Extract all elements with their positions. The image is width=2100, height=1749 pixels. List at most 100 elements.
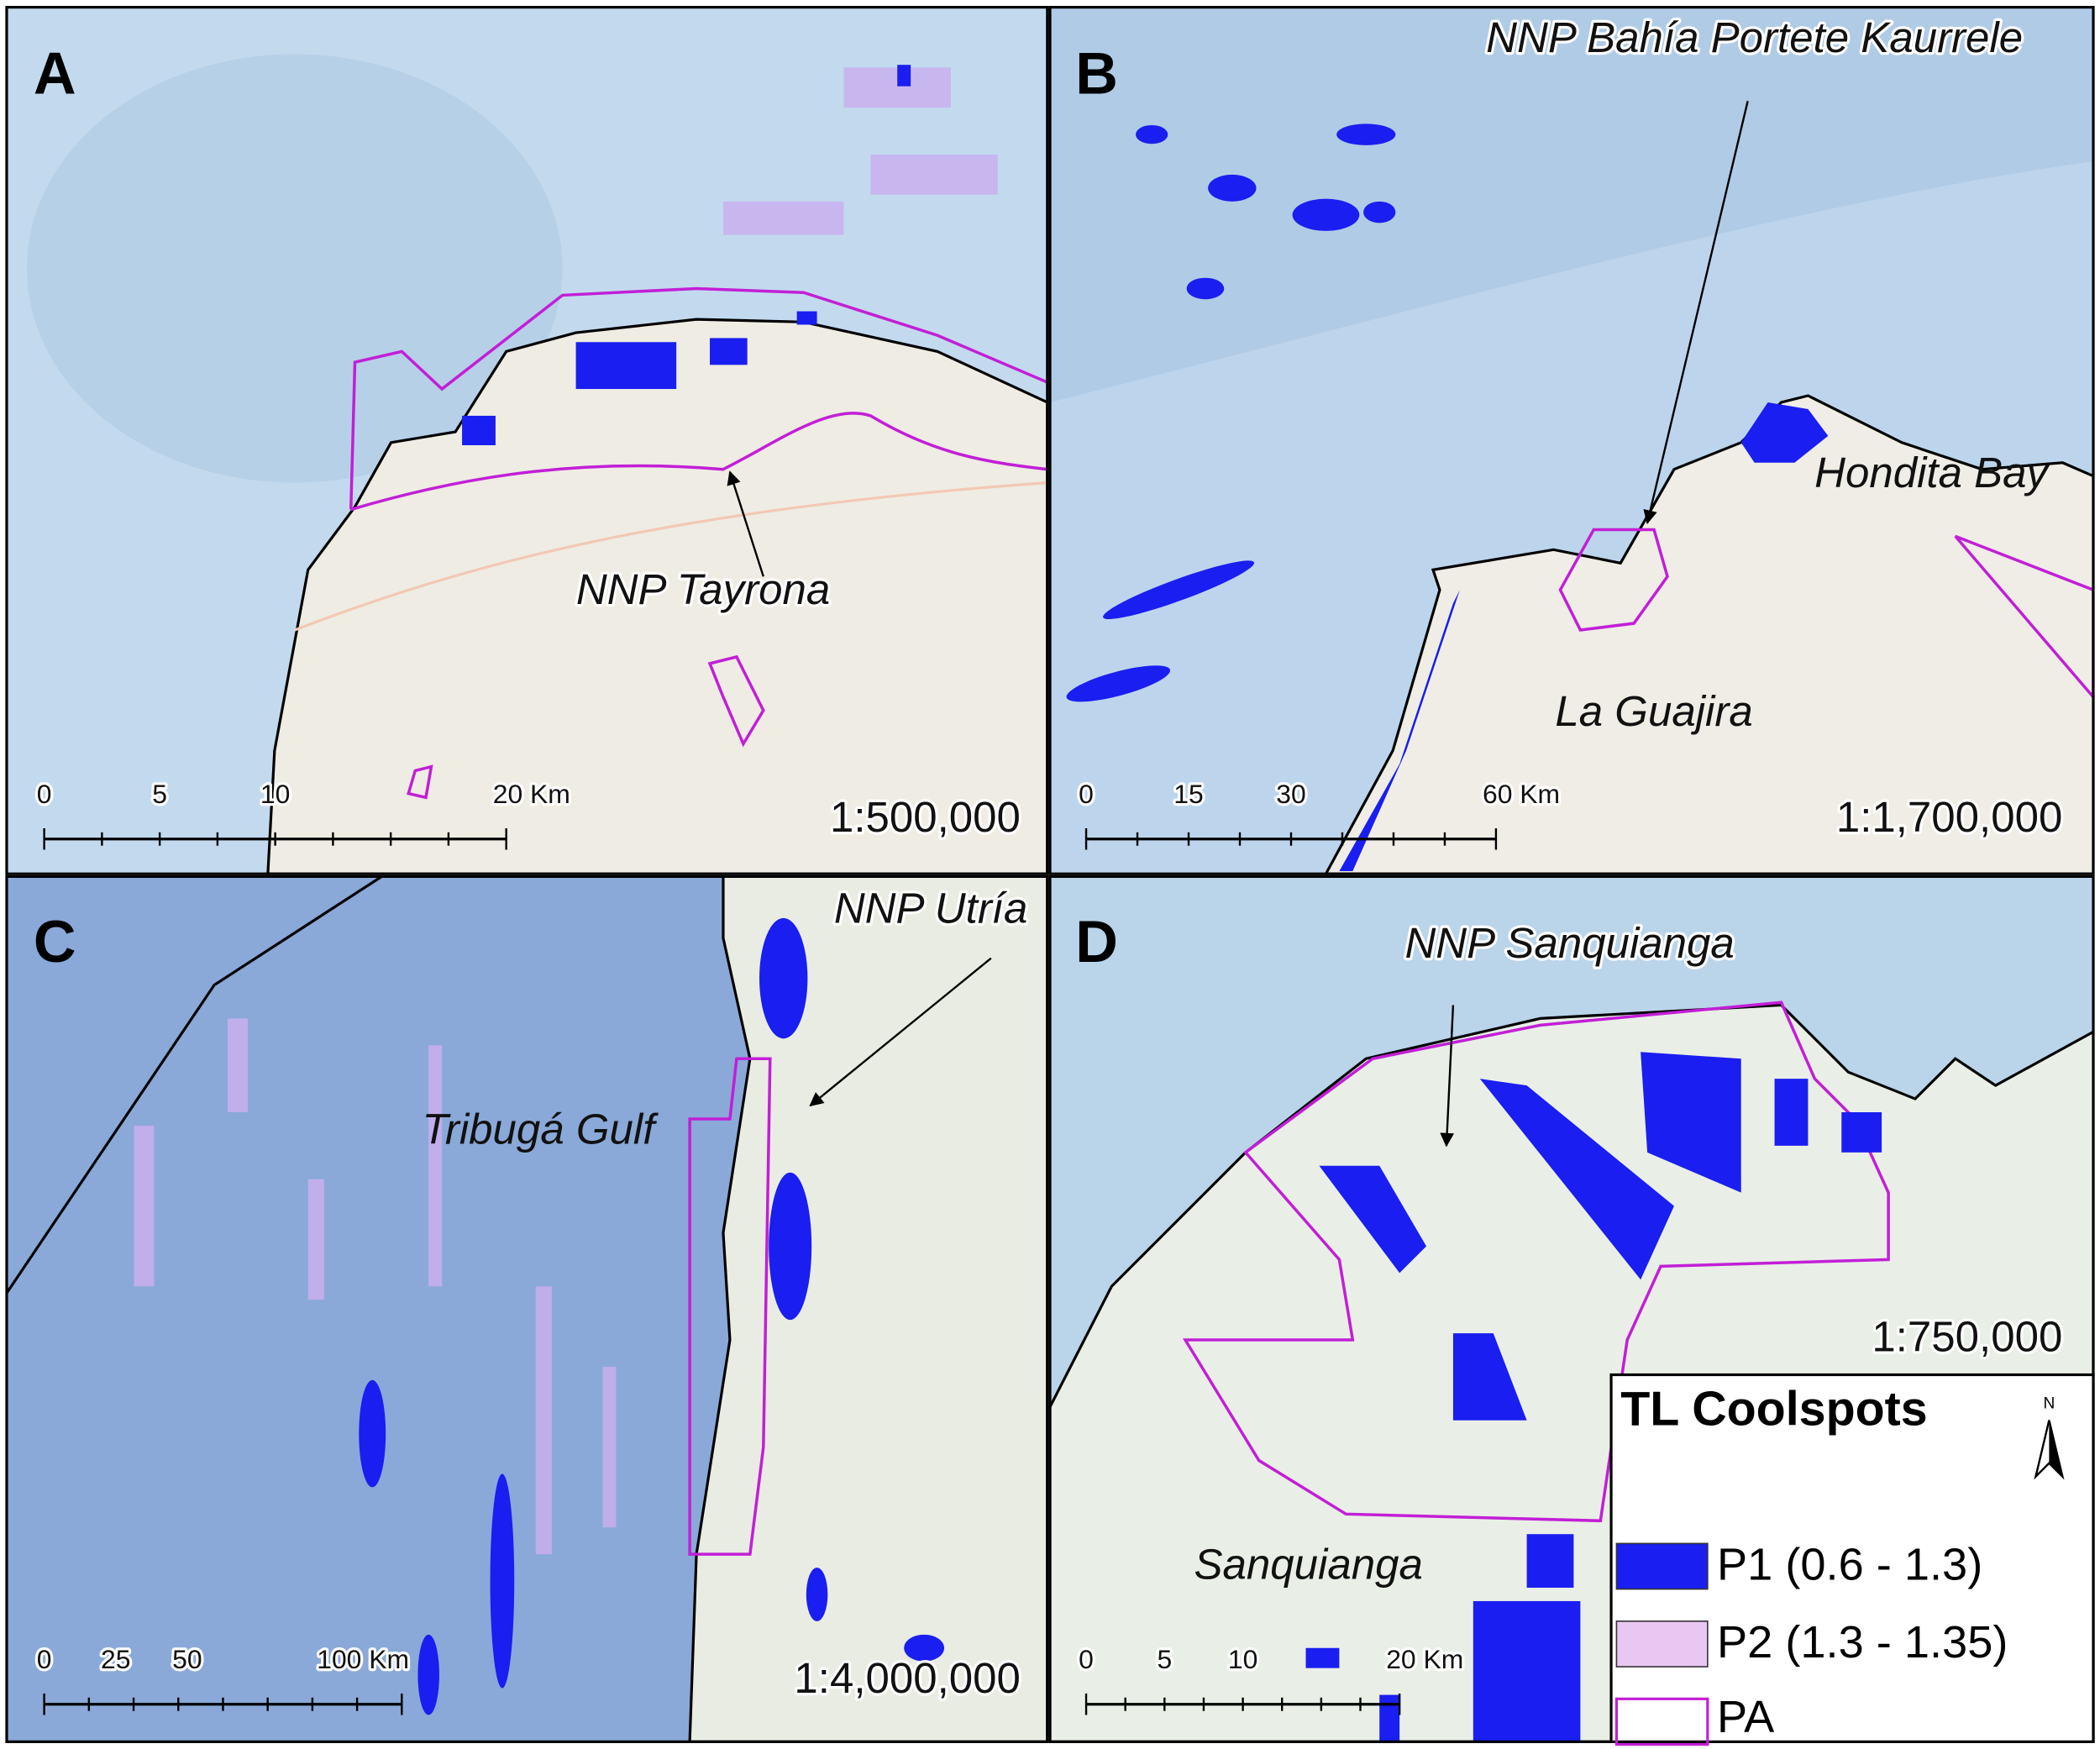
map-shape bbox=[1615, 1542, 1709, 1590]
place-label: Sanquianga bbox=[1194, 1541, 1423, 1589]
scale-bar-label: 15 bbox=[1173, 779, 1203, 809]
map-shape bbox=[134, 1018, 617, 1555]
map-shape bbox=[1186, 277, 1225, 300]
place-label: Tribugá Gulf bbox=[422, 1105, 659, 1153]
map-shape bbox=[1615, 1620, 1709, 1668]
map-shape bbox=[1048, 6, 2095, 875]
map-shape bbox=[870, 155, 998, 195]
map-shape bbox=[350, 412, 1047, 512]
map-shape bbox=[1050, 7, 2094, 402]
map-shape bbox=[843, 67, 952, 108]
scale-bar-label: 10 bbox=[1228, 1644, 1257, 1674]
map-shape bbox=[1305, 1052, 1882, 1742]
map-shape bbox=[1479, 1079, 1674, 1280]
map-shape bbox=[266, 318, 1047, 874]
scale-bar-label: 0 bbox=[37, 1644, 52, 1674]
map-shape bbox=[1292, 198, 1360, 231]
map-shape bbox=[1363, 201, 1396, 223]
map-shape bbox=[1643, 100, 1749, 525]
map-shape bbox=[727, 470, 764, 577]
map-shape bbox=[1048, 874, 2095, 1743]
place-label: NNP Bahía Portete Kaurrele bbox=[1486, 13, 2023, 61]
panel-a-map bbox=[6, 7, 1047, 874]
map-shape bbox=[359, 1379, 386, 1488]
map-shape bbox=[228, 1018, 248, 1113]
map-shape bbox=[1103, 560, 1255, 620]
map-shape bbox=[806, 1568, 828, 1621]
scale-bar-label: 0 bbox=[1079, 779, 1094, 809]
map-shape bbox=[575, 342, 677, 390]
place-label: NNP Utría bbox=[834, 884, 1028, 932]
scale-bar-label: 60 Km bbox=[1483, 779, 1560, 809]
map-shape bbox=[722, 201, 844, 235]
map-shape bbox=[1379, 1694, 1400, 1742]
map-shape bbox=[1473, 1600, 1581, 1742]
map-shape bbox=[688, 1057, 772, 1556]
map-shape bbox=[1614, 1697, 1709, 1746]
scale-bar-label: 10 bbox=[260, 779, 290, 809]
legend-item: PA bbox=[1717, 1692, 1775, 1742]
map-shape bbox=[359, 917, 945, 1715]
map-shape bbox=[5, 6, 1049, 875]
map-shape bbox=[535, 1286, 552, 1555]
legend-item: P2 (1.3 - 1.35) bbox=[1717, 1617, 2008, 1668]
scale-bar-label: 20 Km bbox=[1386, 1644, 1463, 1674]
map-scale: 1:750,000 bbox=[1872, 1313, 2062, 1361]
map-scale: 1:1,700,000 bbox=[1836, 793, 2063, 841]
scale-bar-label: 0 bbox=[37, 779, 52, 809]
scale-bar-label: 5 bbox=[1157, 1644, 1172, 1674]
panel-letter: D bbox=[1075, 908, 1118, 974]
place-label: La Guajira bbox=[1555, 687, 1752, 735]
place-label: NNP Sanquianga bbox=[1404, 919, 1734, 967]
panel-b-map bbox=[1050, 7, 2094, 874]
map-shape bbox=[294, 481, 1047, 632]
map-shape bbox=[1066, 123, 1396, 702]
north-label: N bbox=[2044, 1395, 2055, 1413]
scale-bar-label: 25 bbox=[101, 1644, 130, 1674]
map-shape bbox=[1774, 1079, 1809, 1146]
map-shape bbox=[1336, 123, 1396, 145]
map-shape bbox=[809, 957, 992, 1107]
map-shape bbox=[1558, 528, 1669, 632]
scale-bar-label: 30 bbox=[1276, 779, 1305, 809]
map-shape bbox=[349, 286, 1047, 510]
map-shape bbox=[796, 311, 817, 325]
map-shape bbox=[1305, 1647, 1340, 1668]
map-shape bbox=[1954, 534, 2094, 700]
map-shape bbox=[688, 876, 1047, 1742]
map-shape bbox=[462, 415, 496, 445]
map-shape bbox=[602, 1366, 617, 1528]
map-shape bbox=[1452, 1333, 1527, 1421]
map-shape bbox=[1841, 1112, 1882, 1153]
map-shape bbox=[5, 874, 1049, 1743]
panel-letter: B bbox=[1075, 40, 1118, 107]
place-label: Hondita Bay bbox=[1814, 449, 2050, 496]
map-shape bbox=[1208, 174, 1257, 202]
map-shape bbox=[1740, 402, 1829, 463]
legend-item: P1 (0.6 - 1.3) bbox=[1717, 1539, 1982, 1589]
scale-bar-label: 50 bbox=[172, 1644, 202, 1674]
map-shape bbox=[1440, 1005, 1455, 1148]
scale-bar-label: 20 Km bbox=[493, 779, 570, 809]
map-shape bbox=[769, 1172, 812, 1321]
map-shape bbox=[710, 338, 748, 365]
map-shape bbox=[6, 876, 383, 1295]
panel-letter: A bbox=[34, 40, 76, 107]
map-shape bbox=[897, 65, 911, 87]
panel-letter: C bbox=[34, 908, 76, 974]
scale-bars: 0 5 10 20 Km 0 15 30 60 Km 0 25 50 100 Km 0 5 10 20 Km bbox=[34, 776, 1562, 1715]
map-scale: 1:500,000 bbox=[830, 793, 1021, 841]
map-shape bbox=[1641, 1052, 1741, 1193]
map-shape bbox=[417, 1634, 439, 1715]
panel-frames bbox=[5, 6, 2095, 1743]
place-label: NNP Tayrona bbox=[576, 565, 830, 613]
scale-bar-label: 0 bbox=[1079, 1644, 1094, 1674]
legend: TL Coolspots N P1 (0.6 - 1.3) P2 (1.3 - … bbox=[1609, 1373, 2095, 1746]
panel-c-map bbox=[6, 876, 1047, 1742]
legend-title: TL Coolspots bbox=[1620, 1382, 1928, 1436]
map-scale: 1:4,000,000 bbox=[794, 1654, 1021, 1702]
map-shape bbox=[134, 1125, 155, 1287]
map-shape bbox=[707, 654, 765, 748]
